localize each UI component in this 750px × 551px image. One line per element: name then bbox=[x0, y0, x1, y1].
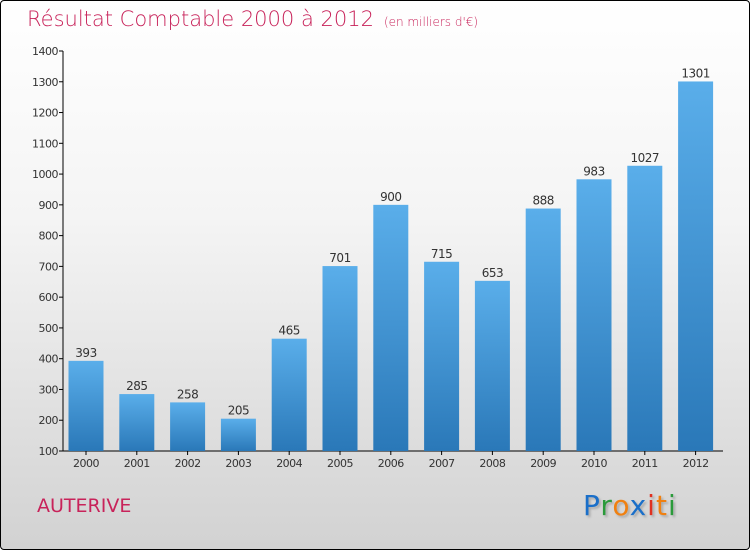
bar-2000 bbox=[68, 360, 104, 451]
x-tick-label: 2009 bbox=[530, 457, 556, 470]
title-text: Résultat Comptable 2000 à 2012 bbox=[27, 7, 374, 31]
x-tick-label: 2008 bbox=[479, 457, 505, 470]
x-tick-label: 2000 bbox=[73, 457, 99, 470]
y-tick-label: 100 bbox=[39, 445, 59, 458]
bar-2005 bbox=[322, 266, 358, 451]
x-tick-label: 2001 bbox=[124, 457, 150, 470]
y-tick-label: 800 bbox=[39, 230, 59, 243]
y-tick-label: 500 bbox=[39, 322, 59, 335]
data-label-2010: 983 bbox=[583, 164, 604, 178]
proxiti-logo: Proxiti bbox=[583, 489, 677, 522]
y-tick-label: 1300 bbox=[32, 76, 58, 89]
x-tick-label: 2012 bbox=[683, 457, 709, 470]
data-label-2012: 1301 bbox=[681, 66, 710, 80]
y-tick-label: 600 bbox=[39, 291, 59, 304]
data-label-2004: 465 bbox=[278, 324, 299, 338]
data-label-2000: 393 bbox=[75, 346, 96, 360]
x-tick-label: 2007 bbox=[429, 457, 455, 470]
y-tick-label: 900 bbox=[39, 199, 59, 212]
bar-2006 bbox=[373, 204, 409, 451]
data-label-2001: 285 bbox=[126, 379, 147, 393]
y-tick-label: 700 bbox=[39, 260, 59, 273]
bar-2008 bbox=[474, 280, 510, 451]
bar-2010 bbox=[576, 179, 612, 452]
data-label-2002: 258 bbox=[177, 387, 198, 401]
y-tick-label: 200 bbox=[39, 414, 59, 427]
x-tick-label: 2003 bbox=[225, 457, 251, 470]
logo-letter: o bbox=[612, 489, 630, 522]
logo-letter: t bbox=[655, 489, 668, 522]
data-label-2009: 888 bbox=[532, 194, 553, 208]
x-tick-label: 2002 bbox=[175, 457, 201, 470]
x-tick-label: 2006 bbox=[378, 457, 404, 470]
chart-subtitle: (en milliers d'€) bbox=[383, 15, 479, 29]
bar-2004 bbox=[271, 338, 307, 451]
y-tick-label: 1200 bbox=[32, 107, 58, 120]
data-label-2006: 900 bbox=[380, 190, 401, 204]
y-tick-label: 1000 bbox=[32, 168, 58, 181]
data-label-2005: 701 bbox=[329, 251, 350, 265]
logo-letter: r bbox=[600, 489, 613, 522]
data-label-2011: 1027 bbox=[631, 151, 660, 165]
x-tick-label: 2005 bbox=[327, 457, 353, 470]
bar-2007 bbox=[424, 261, 460, 451]
bar-2009 bbox=[525, 208, 561, 451]
logo-letter: i bbox=[667, 489, 677, 522]
bar-2002 bbox=[170, 402, 206, 451]
data-label-2003: 205 bbox=[228, 404, 249, 418]
bar-2012 bbox=[678, 81, 714, 451]
x-tick-label: 2011 bbox=[632, 457, 658, 470]
logo-letter: i bbox=[647, 489, 656, 522]
bar-2001 bbox=[119, 394, 155, 451]
y-tick-label: 400 bbox=[39, 353, 59, 366]
y-tick-label: 1100 bbox=[32, 137, 58, 150]
bar-2011 bbox=[627, 165, 663, 451]
y-tick-label: 1400 bbox=[32, 45, 58, 58]
y-tick-label: 300 bbox=[39, 383, 59, 396]
x-tick-label: 2004 bbox=[276, 457, 302, 470]
logo-letter: x bbox=[629, 489, 648, 522]
location-label: AUTERIVE bbox=[37, 495, 132, 517]
logo-letter: P bbox=[583, 489, 601, 522]
chart-title: Résultat Comptable 2000 à 2012 (en millie… bbox=[27, 7, 478, 31]
bar-2003 bbox=[220, 418, 256, 451]
data-label-2008: 653 bbox=[482, 266, 503, 280]
x-tick-label: 2010 bbox=[581, 457, 607, 470]
data-label-2007: 715 bbox=[431, 247, 452, 261]
